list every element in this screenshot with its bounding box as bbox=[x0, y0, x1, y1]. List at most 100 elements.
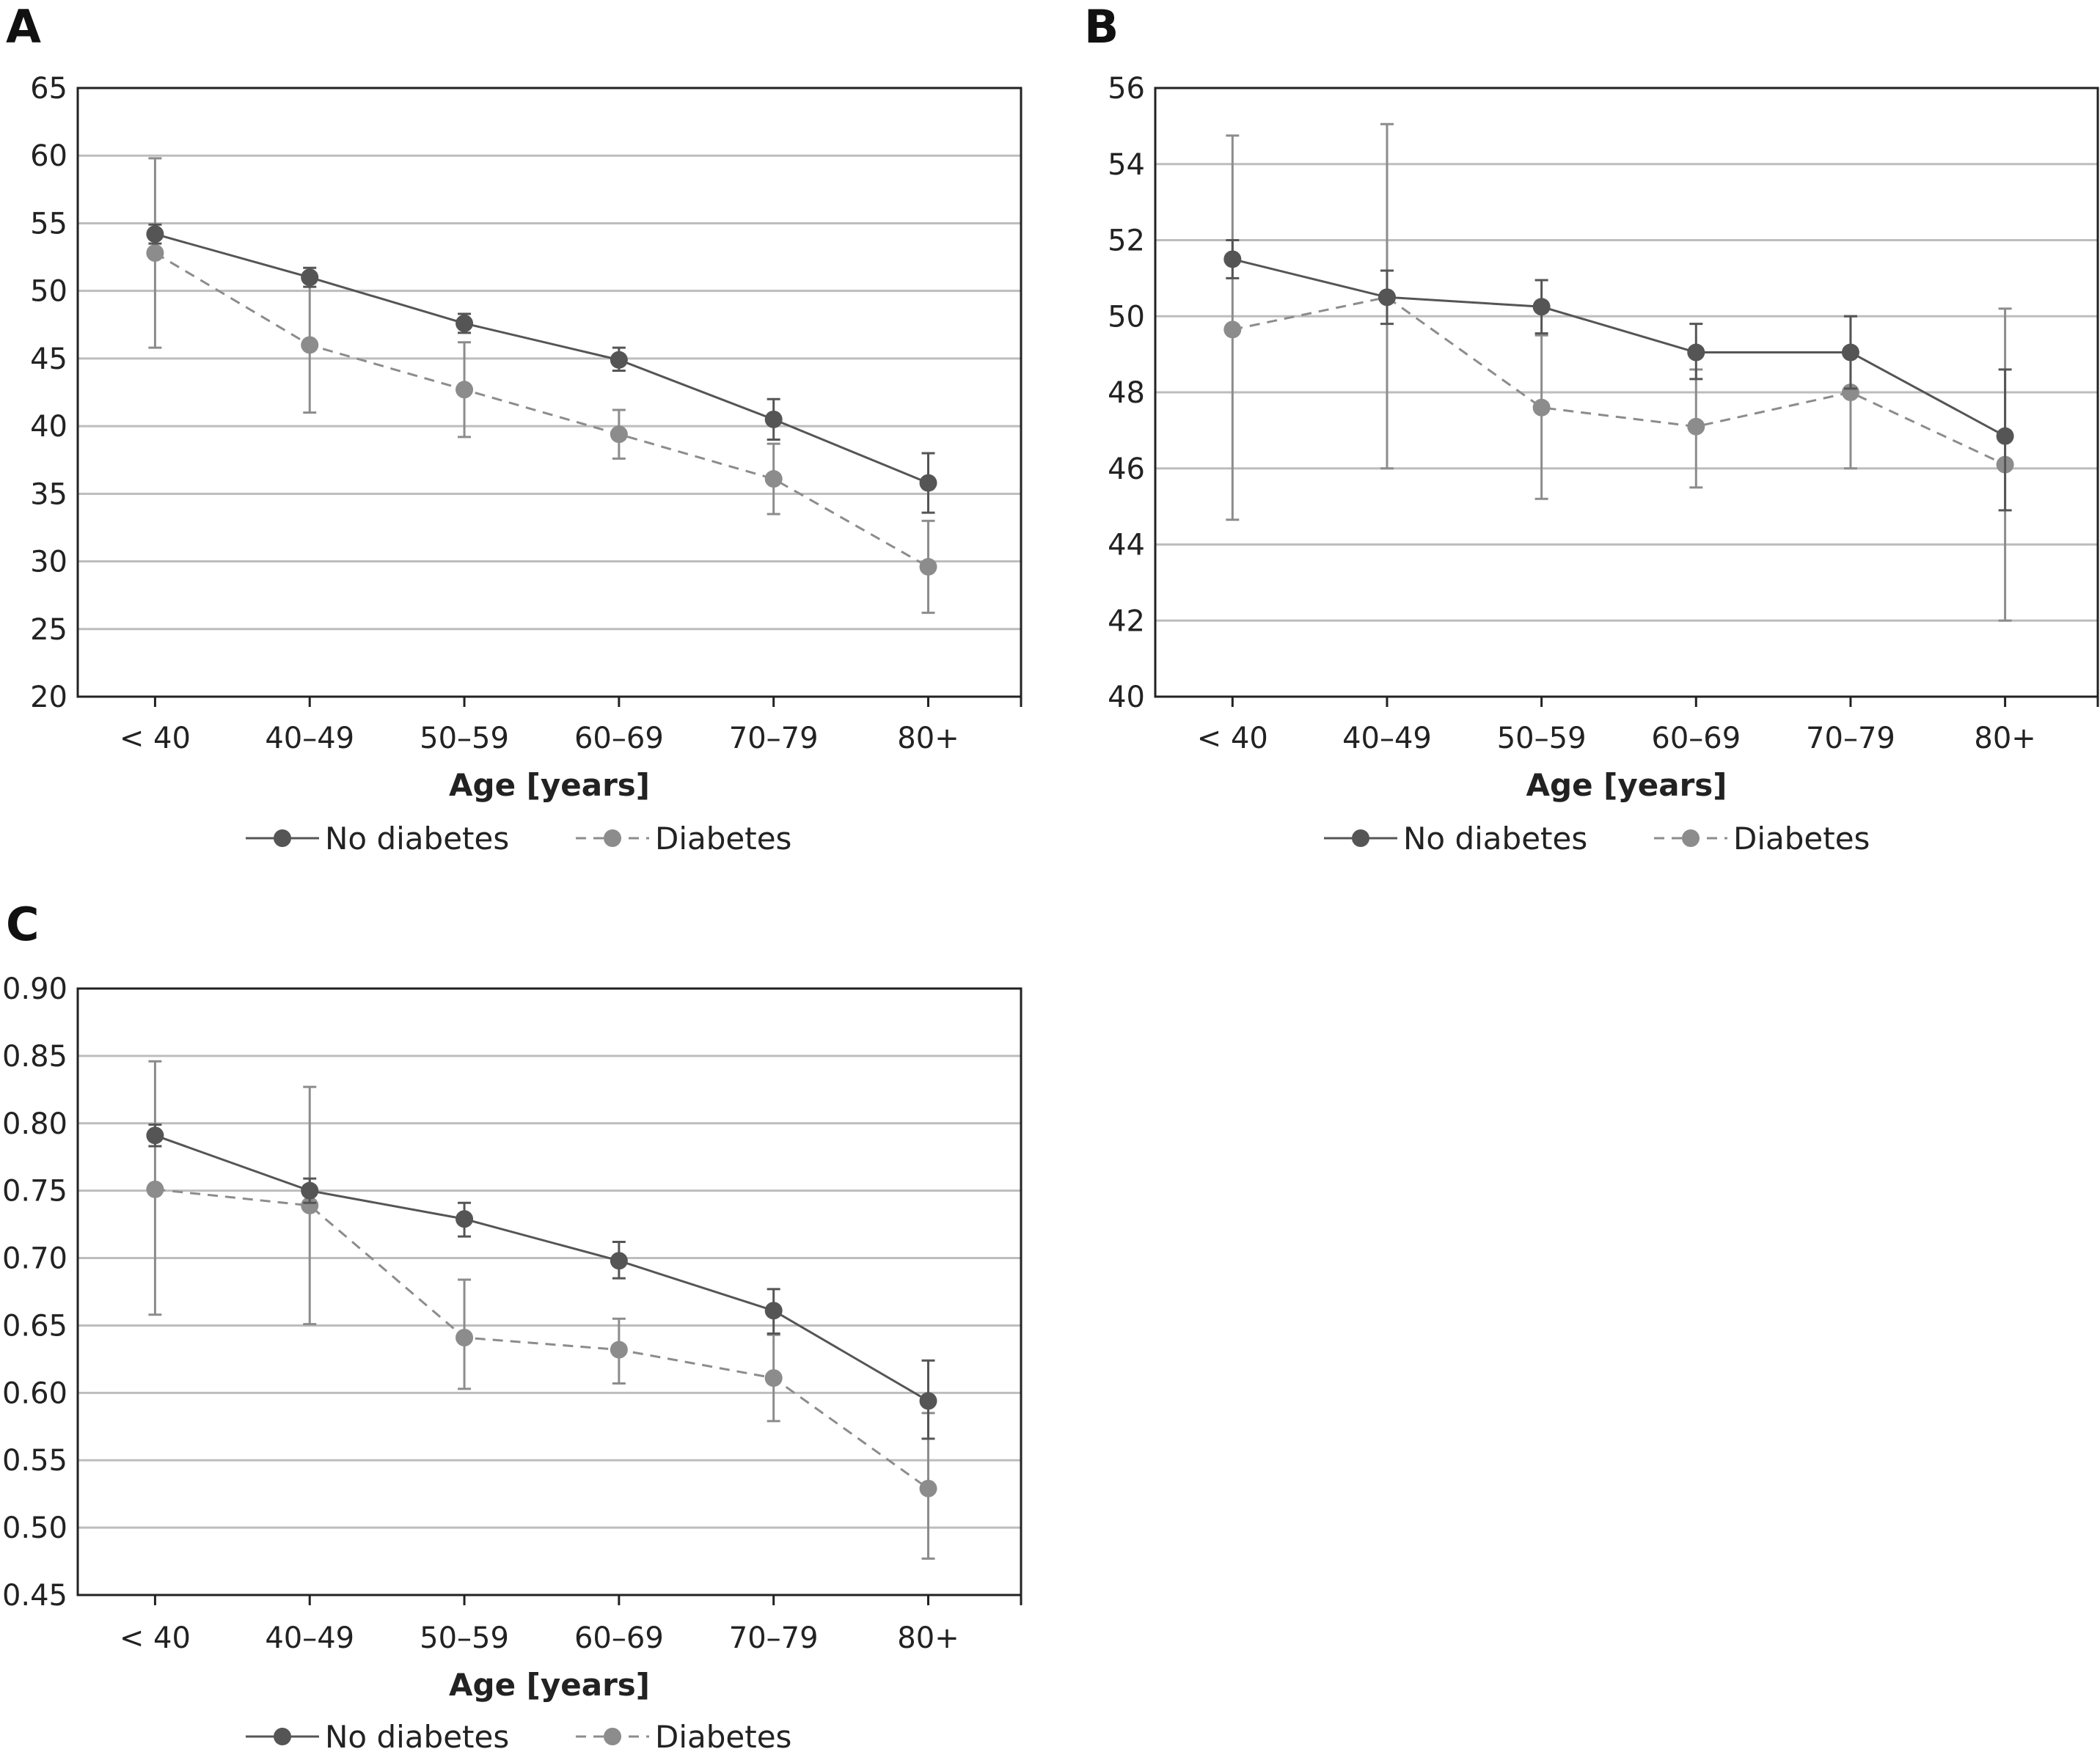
x-tick-label: 70–79 bbox=[729, 722, 819, 755]
data-point bbox=[1532, 298, 1551, 316]
legend: No diabetes Diabetes bbox=[1324, 821, 1870, 857]
legend-label: Diabetes bbox=[1733, 821, 1870, 857]
y-tick-label: 42 bbox=[1108, 604, 1145, 638]
x-axis-title: Age [years] bbox=[449, 767, 650, 803]
data-point bbox=[301, 1196, 319, 1214]
series-no-diabetes bbox=[146, 1123, 937, 1440]
data-point bbox=[146, 225, 164, 243]
y-tick-label: 35 bbox=[30, 477, 67, 511]
y-tick-label: 60 bbox=[30, 139, 67, 173]
chart-panel-a: A 20 25 30 35 40 45 50 55 60 65 < 40 40–49 50–59 60–69… bbox=[6, 0, 1022, 857]
y-tick-label: 0.60 bbox=[2, 1376, 67, 1410]
legend-marker bbox=[274, 1728, 291, 1745]
data-point bbox=[764, 1369, 783, 1387]
x-tick-label: 70–79 bbox=[1806, 722, 1895, 755]
x-tick-label: 50–59 bbox=[420, 1621, 509, 1655]
x-tick-label: < 40 bbox=[1197, 722, 1268, 755]
series-no-diabetes bbox=[146, 223, 937, 514]
y-tick-label: 46 bbox=[1108, 452, 1145, 486]
data-point bbox=[1841, 343, 1859, 362]
x-tick-label: 80+ bbox=[897, 722, 959, 755]
y-tick-label: 54 bbox=[1108, 148, 1145, 182]
legend: No diabetes Diabetes bbox=[246, 1719, 791, 1749]
y-tick-label: 0.45 bbox=[2, 1579, 67, 1613]
x-tick-label: 60–69 bbox=[1651, 722, 1741, 755]
y-tick-label: 52 bbox=[1108, 224, 1145, 258]
y-tick-label: 0.50 bbox=[2, 1511, 67, 1545]
data-point bbox=[919, 1479, 937, 1497]
x-tick-label: 50–59 bbox=[1497, 722, 1587, 755]
data-point bbox=[919, 1392, 937, 1410]
panel-letter: B bbox=[1084, 0, 1119, 54]
data-point bbox=[764, 470, 783, 488]
x-tick-label: 40–49 bbox=[265, 722, 354, 755]
y-tick-label: 56 bbox=[1108, 72, 1145, 106]
y-tick-label: 0.80 bbox=[2, 1107, 67, 1141]
x-tick-label: 40–49 bbox=[1342, 722, 1432, 755]
data-point bbox=[146, 244, 164, 263]
data-point bbox=[456, 381, 474, 399]
y-tick-label: 0.55 bbox=[2, 1444, 67, 1478]
legend-label: Diabetes bbox=[655, 1719, 791, 1749]
data-point bbox=[1223, 250, 1242, 268]
series-diabetes bbox=[146, 1060, 937, 1560]
legend-marker bbox=[1352, 829, 1369, 847]
y-tick-label: 50 bbox=[30, 275, 67, 309]
legend-marker bbox=[274, 829, 291, 847]
legend-label: No diabetes bbox=[1403, 821, 1587, 857]
panel-letter: A bbox=[6, 0, 41, 54]
plot-frame bbox=[1154, 87, 2099, 698]
y-tick-label: 30 bbox=[30, 546, 67, 579]
data-point bbox=[610, 1341, 628, 1359]
series-line bbox=[1232, 296, 2006, 466]
x-axis-title: Age [years] bbox=[1526, 767, 1727, 803]
data-point bbox=[610, 425, 628, 444]
x-tick-label: 80+ bbox=[897, 1621, 959, 1655]
plot-frame bbox=[76, 987, 1022, 1596]
y-tick-label: 20 bbox=[30, 681, 67, 714]
legend-marker bbox=[604, 829, 621, 847]
y-tick-label: 0.75 bbox=[2, 1175, 67, 1209]
data-point bbox=[1378, 288, 1396, 307]
data-point bbox=[1532, 398, 1551, 417]
y-tick-label: 0.70 bbox=[2, 1242, 67, 1276]
series-no-diabetes bbox=[1223, 239, 2014, 512]
data-point bbox=[456, 314, 474, 332]
series-line bbox=[154, 252, 929, 568]
y-tick-label: 50 bbox=[1108, 300, 1145, 334]
y-tick-label: 0.65 bbox=[2, 1309, 67, 1343]
x-tick-label: 40–49 bbox=[265, 1621, 354, 1655]
data-point bbox=[919, 557, 937, 576]
x-tick-label: < 40 bbox=[120, 1621, 191, 1655]
y-tick-label: 40 bbox=[1108, 681, 1145, 714]
series-diabetes bbox=[1223, 122, 2014, 622]
series-diabetes bbox=[146, 157, 937, 615]
data-point bbox=[146, 1126, 164, 1145]
series-line bbox=[154, 1134, 929, 1402]
y-tick-label: 25 bbox=[30, 613, 67, 647]
data-point bbox=[456, 1210, 474, 1228]
y-tick-label: 45 bbox=[30, 342, 67, 376]
data-point bbox=[146, 1180, 164, 1198]
series-line bbox=[155, 232, 929, 484]
x-tick-label: 60–69 bbox=[574, 1621, 664, 1655]
chart-panel-c: C 0.45 0.50 0.55 0.60 0.65 0.70 0.75 0.80 0.85 0.9… bbox=[2, 898, 1022, 1749]
legend-label: No diabetes bbox=[325, 821, 509, 857]
data-point bbox=[764, 410, 783, 428]
series-line bbox=[155, 1188, 929, 1490]
x-tick-label: 80+ bbox=[1974, 722, 2035, 755]
data-point bbox=[301, 1181, 319, 1200]
x-tick-label: 70–79 bbox=[729, 1621, 819, 1655]
y-tick-label: 48 bbox=[1108, 376, 1145, 410]
panel-letter: C bbox=[6, 898, 40, 951]
x-tick-label: < 40 bbox=[120, 722, 191, 755]
data-point bbox=[764, 1302, 783, 1320]
y-tick-label: 0.90 bbox=[2, 972, 67, 1006]
data-point bbox=[301, 336, 319, 354]
y-tick-label: 44 bbox=[1108, 529, 1145, 562]
y-tick-label: 40 bbox=[30, 410, 67, 444]
y-tick-label: 65 bbox=[30, 72, 67, 106]
data-point bbox=[610, 1252, 628, 1270]
data-point bbox=[301, 268, 319, 287]
